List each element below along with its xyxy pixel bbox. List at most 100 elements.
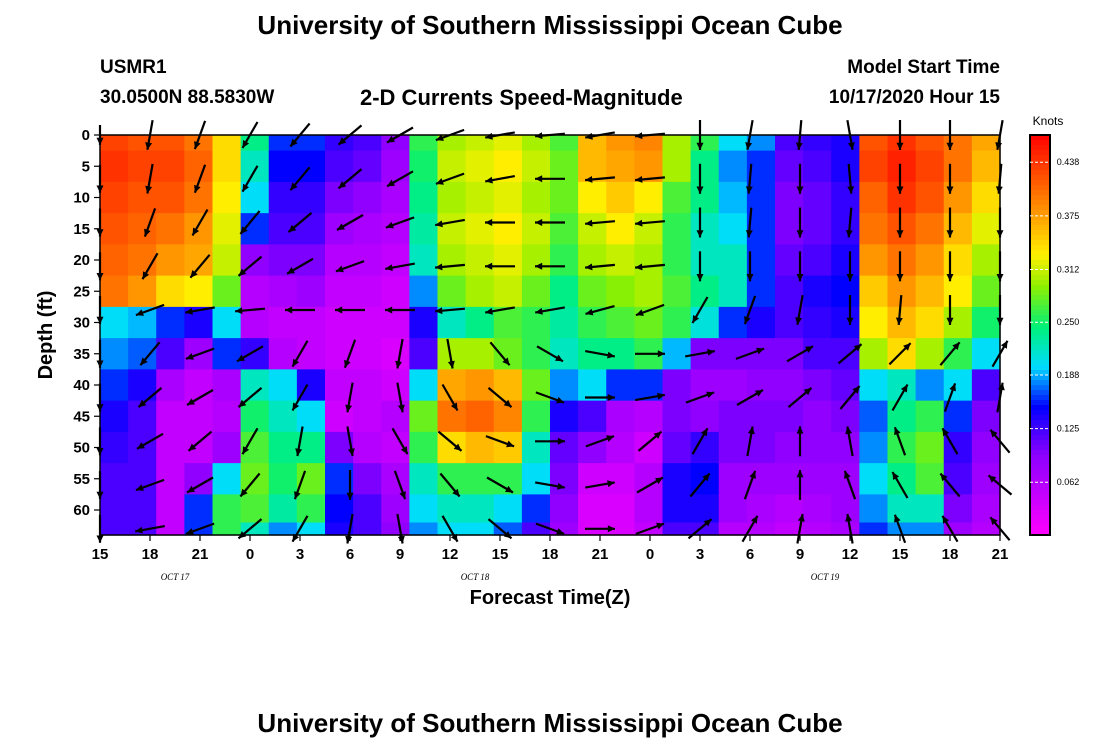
speed-cell	[831, 244, 860, 277]
current-arrow	[691, 427, 709, 455]
speed-cell	[184, 400, 214, 433]
speed-cell	[915, 522, 945, 536]
speed-cell	[212, 135, 242, 152]
speed-cell	[690, 244, 720, 277]
speed-cell	[746, 275, 776, 308]
speed-cell	[971, 306, 1001, 339]
colorbar-segment	[1030, 345, 1050, 351]
x-tick-label: 15	[892, 546, 909, 563]
current-arrow	[736, 389, 764, 406]
speed-cell	[718, 494, 748, 524]
speed-cell	[578, 150, 607, 183]
current-arrow	[236, 345, 264, 363]
speed-cell	[381, 306, 410, 339]
speed-cell	[943, 400, 973, 433]
speed-cell	[381, 522, 410, 536]
colorbar-label: Knots	[1033, 114, 1064, 128]
speed-cell	[690, 213, 720, 245]
current-arrow	[385, 216, 415, 229]
colorbar-tick-label: 0.188	[1057, 370, 1080, 380]
speed-cell	[634, 400, 664, 433]
speed-cell	[831, 338, 860, 370]
colorbar-segment	[1030, 530, 1050, 536]
speed-cell	[156, 150, 185, 183]
colorbar-segment	[1030, 135, 1050, 141]
speed-cell	[437, 431, 467, 464]
colorbar-segment	[1030, 415, 1050, 421]
colorbar-segment	[1030, 460, 1050, 466]
current-arrow	[385, 262, 415, 271]
speed-cell	[662, 306, 692, 339]
speed-cell	[353, 150, 382, 183]
x-tick-label: 0	[646, 546, 654, 563]
speed-cell	[606, 400, 635, 433]
speed-cell	[578, 275, 607, 308]
colorbar-segment	[1030, 300, 1050, 306]
speed-cell	[353, 135, 382, 152]
speed-cell	[184, 244, 214, 277]
speed-cell	[578, 431, 607, 464]
current-arrow	[335, 260, 365, 273]
speed-cell	[212, 275, 242, 308]
speed-cell	[915, 150, 945, 183]
current-arrow	[635, 303, 665, 317]
colorbar-segment	[1030, 275, 1050, 281]
speed-cell	[634, 213, 664, 245]
current-arrow	[585, 219, 615, 227]
current-arrow	[893, 514, 907, 544]
speed-cell	[803, 369, 832, 402]
speed-cell	[128, 135, 157, 152]
speed-cell	[100, 522, 129, 536]
speed-cell	[437, 522, 467, 536]
speed-cell	[859, 150, 889, 183]
current-arrow	[485, 306, 515, 315]
colorbar-segment	[1030, 385, 1050, 391]
speed-cell	[634, 181, 664, 214]
speed-cell	[353, 306, 382, 339]
speed-cell	[775, 522, 804, 536]
speed-cell	[100, 494, 129, 524]
current-arrow	[845, 426, 854, 457]
current-arrow	[796, 207, 804, 238]
current-arrow	[635, 263, 665, 271]
speed-cell	[212, 369, 242, 402]
current-arrow	[896, 207, 904, 238]
colorbar-segment	[1030, 500, 1050, 506]
y-axis-label: Depth (ft)	[35, 291, 57, 380]
speed-cell	[915, 494, 945, 524]
speed-cell	[662, 275, 692, 308]
speed-cell	[915, 275, 945, 308]
speed-cell	[634, 244, 664, 277]
speed-cell	[775, 369, 804, 402]
speed-cell	[296, 338, 326, 370]
speed-cell	[409, 306, 439, 339]
speed-cell	[550, 306, 579, 339]
current-arrow	[636, 476, 664, 494]
speed-cell	[268, 431, 298, 464]
speed-cell	[550, 275, 579, 308]
current-arrow	[486, 476, 514, 494]
current-arrow	[746, 251, 754, 282]
current-arrow	[535, 522, 565, 535]
speed-cell	[831, 213, 860, 245]
speed-cell	[240, 369, 270, 402]
colorbar-segment	[1030, 195, 1050, 201]
x-tick-label: 15	[492, 546, 509, 563]
speed-cell	[325, 522, 354, 536]
speed-cell	[465, 135, 495, 152]
speed-cell	[296, 306, 326, 339]
colorbar-segment	[1030, 380, 1050, 386]
speed-cell	[521, 431, 551, 464]
speed-cell	[100, 306, 129, 339]
speed-cell	[493, 431, 523, 464]
speed-cell	[971, 213, 1001, 245]
colorbar-segment	[1030, 400, 1050, 406]
speed-cell	[465, 244, 495, 277]
current-arrow	[141, 252, 159, 280]
current-arrow	[689, 472, 711, 498]
colorbar-tick-label: 0.062	[1057, 477, 1080, 487]
y-tick-label: 25	[73, 283, 90, 300]
speed-cell	[915, 463, 945, 495]
speed-cell	[803, 431, 832, 464]
x-tick-label: 12	[442, 546, 459, 563]
